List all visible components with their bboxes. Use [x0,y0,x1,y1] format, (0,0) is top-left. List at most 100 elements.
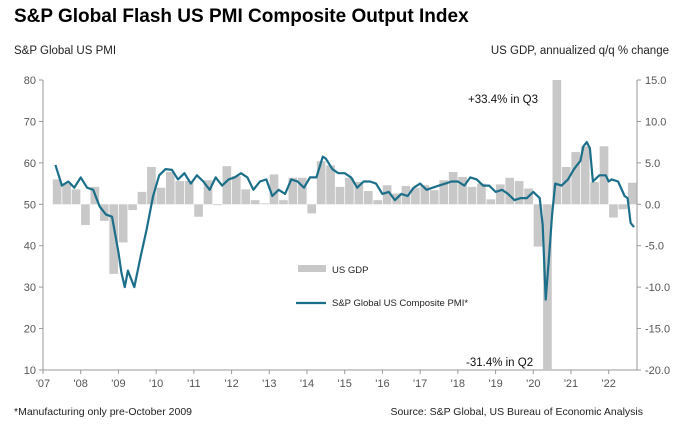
gdp-bar [52,179,62,205]
gdp-bar [81,204,90,225]
gdp-bar [439,180,449,205]
gdp-bar [571,152,581,205]
legend-pmi-label: S&P Global US Composite PMI* [332,298,468,309]
x-tick-label: '15 [338,378,352,390]
x-tick-label: '21 [564,378,578,390]
gdp-bar [109,204,119,274]
gdp-bar [241,189,251,205]
gdp-bar [495,184,505,205]
gdp-bar [580,146,590,205]
x-tick-label: '14 [300,378,314,390]
left-tick-label: 40 [24,241,36,253]
gdp-bar [477,183,486,205]
gdp-bar [279,200,288,205]
legend-gdp-label: US GDP [332,265,368,276]
left-tick-label: 20 [24,324,36,336]
source-note: Source: S&P Global, US Bureau of Economi… [390,406,643,418]
gdp-bar [137,191,147,205]
gdp-bar [486,199,496,205]
gdp-bar [467,186,477,205]
left-tick-label: 10 [24,365,36,377]
gdp-bar [458,176,467,205]
gdp-bar [147,167,156,205]
gdp-bar [62,183,71,205]
x-tick-label: '19 [488,378,502,390]
gdp-bar [448,171,458,205]
gdp-bar [354,181,364,205]
right-tick-label: 5.0 [645,158,660,170]
gdp-bar [288,177,298,205]
right-axis-title: US GDP, annualized q/q % change [490,45,669,57]
gdp-bar [194,204,203,217]
left-tick-label: 30 [24,282,36,294]
right-tick-label: 10.0 [645,116,666,128]
gdp-bar [203,180,213,205]
left-tick-label: 50 [24,199,36,211]
left-tick-label: 70 [24,116,36,128]
gdp-bar [429,190,439,205]
x-tick-label: '08 [74,378,88,390]
right-tick-label: -15.0 [645,324,670,336]
gdp-bar [533,204,543,247]
gdp-bar [420,185,430,205]
x-tick-label: '11 [187,378,201,390]
gdp-bar [213,204,222,206]
x-tick-label: '16 [375,378,389,390]
annotation-q3-gdp: +33.4% in Q3 [468,94,538,106]
gdp-bar [307,204,317,214]
gdp-bar [231,176,241,205]
gdp-bar [609,204,618,218]
x-tick-label: '20 [526,378,540,390]
gdp-bar [335,186,345,205]
gdp-bar [71,189,81,205]
left-tick-label: 60 [24,158,36,170]
x-tick-label: '12 [224,378,238,390]
gdp-bar [382,185,392,205]
gdp-bar [618,204,628,210]
x-tick-label: '13 [262,378,276,390]
gdp-bar [514,181,524,205]
left-tick-label: 80 [24,75,36,87]
gdp-bar [297,177,307,205]
gdp-bar [175,181,185,205]
gdp-bar [128,204,137,211]
gdp-bar [627,182,637,205]
x-tick-label: '10 [149,378,163,390]
right-tick-label: -5.0 [645,241,664,253]
gdp-bar [505,177,515,205]
x-tick-label: '22 [602,378,616,390]
gdp-bar [552,80,562,205]
gdp-bar [316,161,326,205]
right-tick-label: 0.0 [645,199,660,211]
x-tick-label: '18 [451,378,465,390]
left-axis-title: S&P Global US PMI [14,45,117,57]
gdp-bar [222,166,232,205]
gdp-bar [326,165,335,205]
legend-gdp-swatch [298,265,326,272]
annotation-q2-gdp: -31.4% in Q2 [466,357,533,369]
right-tick-label: -10.0 [645,282,670,294]
gdp-bar [260,203,269,205]
x-tick-label: '17 [413,378,427,390]
gdp-bar [250,200,260,205]
right-tick-label: 15.0 [645,75,666,87]
gdp-bar [345,177,354,205]
footnote: *Manufacturing only pre-October 2009 [14,406,193,418]
chart-title: S&P Global Flash US PMI Composite Output… [14,6,469,27]
gdp-bar [165,171,175,205]
right-tick-label: -20.0 [645,365,670,377]
gdp-bar [363,191,373,205]
gdp-bar [561,167,571,205]
gdp-bar [156,187,166,205]
gdp-bar [411,187,420,205]
gdp-bar [590,181,599,205]
gdp-bar [184,181,194,205]
x-tick-label: '07 [36,378,50,390]
gdp-bar [269,174,279,205]
pmi-series-line [54,141,635,301]
gdp-bar [118,204,128,243]
x-tick-label: '09 [111,378,125,390]
gdp-bar [373,200,383,205]
